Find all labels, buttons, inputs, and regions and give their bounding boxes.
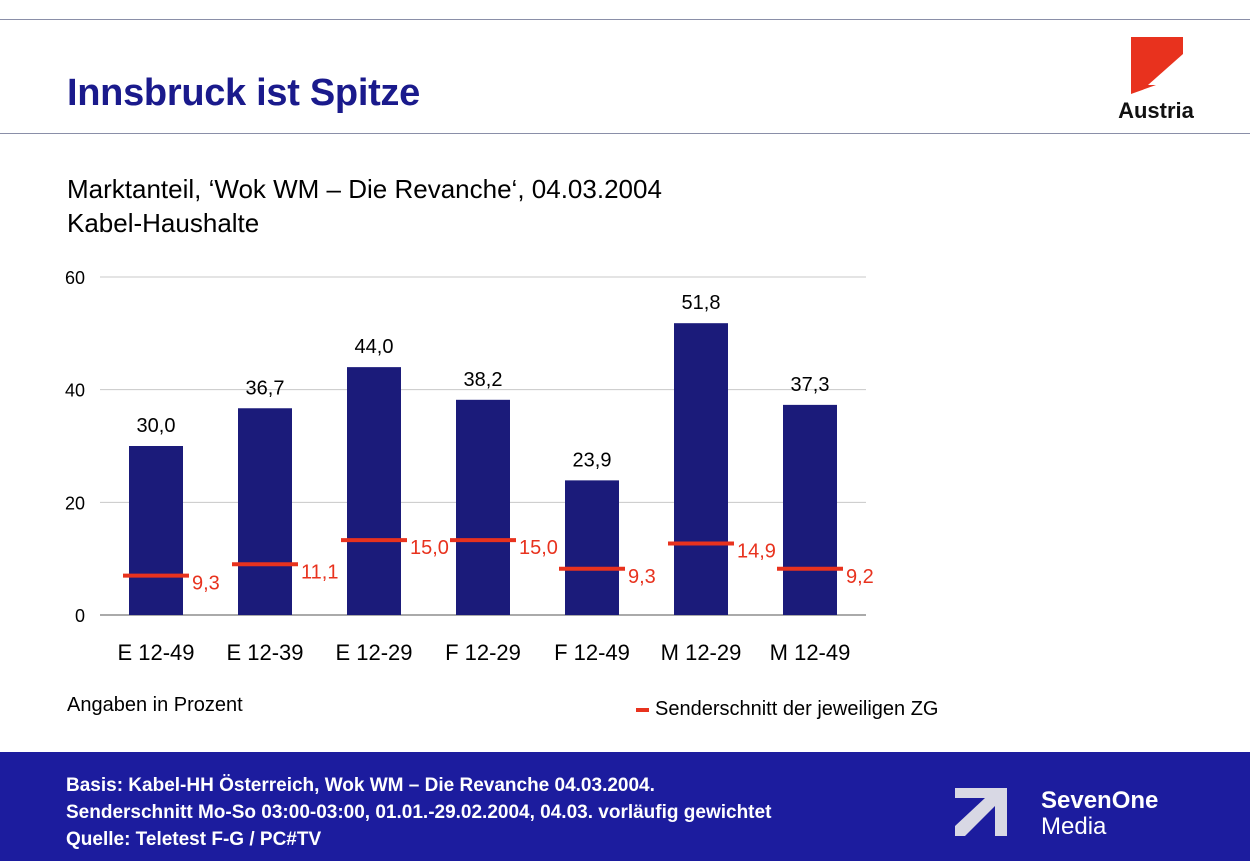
bar-value-label: 36,7 bbox=[246, 377, 285, 399]
logo-text: Austria bbox=[1118, 98, 1194, 123]
x-tick-label: M 12-29 bbox=[661, 640, 742, 665]
y-tick-label-60: 60 bbox=[65, 268, 85, 288]
average-value-label: 9,2 bbox=[846, 566, 874, 588]
unit-note: Angaben in Prozent bbox=[67, 694, 243, 716]
legend-label: Senderschnitt der jeweiligen ZG bbox=[655, 698, 939, 720]
footer-line-quelle: Quelle: Teletest F-G / PC#TV bbox=[66, 829, 322, 850]
subtitle-line-1: Marktanteil, ‘Wok WM – Die Revanche‘, 04… bbox=[67, 174, 662, 204]
bar-value-label: 38,2 bbox=[464, 369, 503, 391]
average-value-label: 11,1 bbox=[301, 561, 338, 583]
average-value-label: 9,3 bbox=[192, 573, 220, 595]
x-tick-label: F 12-29 bbox=[445, 640, 521, 665]
bar-e-12-29 bbox=[347, 367, 401, 615]
x-tick-label: E 12-39 bbox=[226, 640, 303, 665]
bar-e-12-39 bbox=[238, 408, 292, 615]
legend-swatch bbox=[636, 707, 649, 712]
bar-value-label: 23,9 bbox=[573, 449, 612, 471]
brand-text: SevenOne Media bbox=[1041, 788, 1158, 840]
y-tick-label-20: 20 bbox=[65, 493, 85, 513]
footer-notes: Basis: Kabel-HH Österreich, Wok WM – Die… bbox=[66, 772, 771, 853]
bar-m-12-49 bbox=[783, 404, 837, 615]
bar-f-12-49 bbox=[565, 480, 619, 615]
y-tick-label-40: 40 bbox=[65, 381, 85, 401]
title-rule bbox=[0, 133, 1250, 134]
bar-e-12-49 bbox=[129, 446, 183, 615]
footer-line-basis: Basis: Kabel-HH Österreich, Wok WM – Die… bbox=[66, 775, 655, 796]
y-tick-label-0: 0 bbox=[75, 606, 85, 626]
bar-f-12-29 bbox=[456, 399, 510, 615]
x-tick-label: E 12-29 bbox=[335, 640, 412, 665]
average-value-label: 9,3 bbox=[628, 566, 656, 588]
brand-name: SevenOne bbox=[1041, 787, 1159, 814]
x-tick-label: M 12-49 bbox=[770, 640, 851, 665]
bar-m-12-29 bbox=[674, 323, 728, 615]
subtitle-line-2: Kabel-Haushalte bbox=[67, 208, 260, 238]
prosieben-logo-icon bbox=[1131, 37, 1183, 94]
bar-value-label: 44,0 bbox=[355, 336, 394, 358]
average-value-label: 15,0 bbox=[519, 537, 558, 559]
footer-line-senderschnitt: Senderschnitt Mo-So 03:00-03:00, 01.01.-… bbox=[66, 802, 772, 823]
chart-subtitle: Marktanteil, ‘Wok WM – Die Revanche‘, 04… bbox=[67, 172, 662, 240]
bar-value-label: 51,8 bbox=[682, 292, 721, 314]
bar-value-label: 37,3 bbox=[791, 374, 830, 396]
legend: Senderschnitt der jeweiligen ZG bbox=[636, 698, 938, 721]
x-tick-label: E 12-49 bbox=[117, 640, 194, 665]
average-value-label: 15,0 bbox=[410, 537, 449, 559]
average-value-label: 14,9 bbox=[737, 540, 776, 562]
footer-bar: Basis: Kabel-HH Österreich, Wok WM – Die… bbox=[0, 752, 1250, 861]
page-title: Innsbruck ist Spitze bbox=[67, 72, 420, 114]
sevenone-logo-icon bbox=[955, 788, 1007, 836]
bar-value-label: 30,0 bbox=[137, 415, 176, 437]
brand-sub: Media bbox=[1041, 813, 1107, 840]
top-rule bbox=[0, 19, 1250, 20]
bar-chart: 0 20 40 60 30,0 E 12-49 9,3 36,7 E 12-39 11,1 44,0… bbox=[65, 268, 874, 665]
x-tick-label: F 12-49 bbox=[554, 640, 630, 665]
